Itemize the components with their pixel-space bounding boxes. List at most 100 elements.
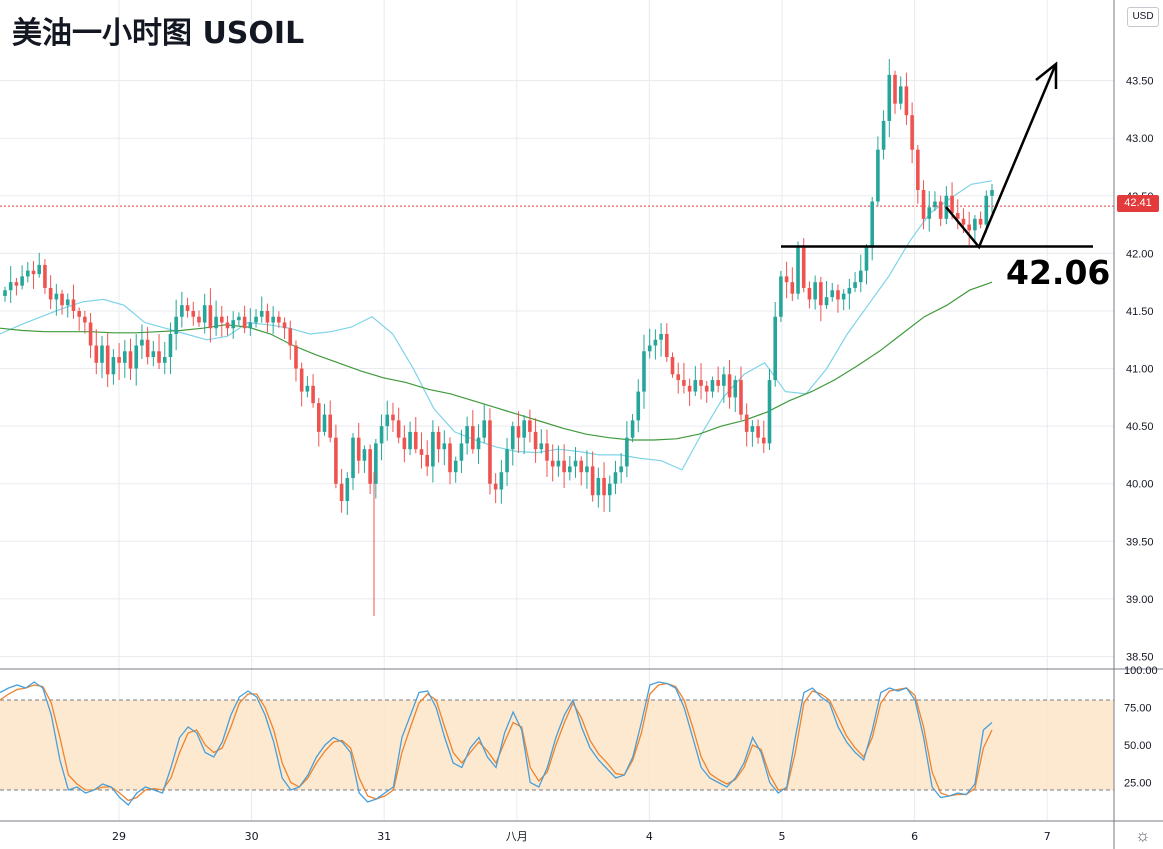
candle-body <box>265 310 270 323</box>
candle-body <box>14 282 19 286</box>
candle-body <box>642 351 646 392</box>
candle-body <box>990 190 994 196</box>
candle-body <box>693 380 698 392</box>
candle-body <box>545 443 549 461</box>
candle-body <box>140 339 144 346</box>
stoch-band-layer <box>0 699 1114 791</box>
candle-body <box>858 270 863 283</box>
candle-body <box>973 218 977 231</box>
candle-body <box>214 316 218 329</box>
candle-body <box>202 305 207 323</box>
osc-tick-label: 25.00 <box>1124 778 1152 790</box>
candle-body <box>602 477 606 496</box>
candle-body <box>767 380 772 444</box>
ma-fast-line <box>0 180 993 471</box>
candle-body <box>590 466 595 496</box>
candle-body <box>499 472 504 490</box>
projection-arrow <box>945 65 1057 250</box>
candle-body <box>65 299 70 306</box>
candle-body <box>687 385 692 392</box>
candle-body <box>921 190 926 219</box>
stoch-band <box>0 700 1114 790</box>
y-tick-label: 38.50 <box>1126 651 1154 663</box>
annotation-layer <box>781 61 1093 250</box>
candle-body <box>710 380 715 392</box>
candle-body <box>916 149 920 191</box>
candle-body <box>254 316 258 323</box>
candle-body <box>539 443 544 450</box>
candle-body <box>676 374 681 381</box>
x-tick-label: 4 <box>646 830 653 843</box>
candle-body <box>653 339 658 346</box>
candle-body <box>225 322 230 329</box>
candle-body <box>704 385 709 392</box>
candle-body <box>505 449 509 473</box>
candle-body <box>893 74 897 104</box>
candle-body <box>117 357 121 363</box>
candle-body <box>750 426 755 432</box>
candle-body <box>733 380 738 398</box>
y-tick-label: 39.00 <box>1126 594 1154 606</box>
stoch-k-line <box>0 681 993 806</box>
grid-layer <box>0 0 1114 820</box>
candle-body <box>528 420 532 432</box>
candle-body <box>967 224 971 231</box>
candle-body <box>322 414 327 432</box>
candle-body <box>48 287 53 300</box>
candle-body <box>8 282 13 291</box>
candle-body <box>277 316 281 323</box>
candle-body <box>910 115 914 150</box>
candle-body <box>248 322 253 329</box>
candle-body <box>647 345 652 352</box>
candle-body <box>596 477 601 496</box>
candle-body <box>385 414 390 427</box>
candle-body <box>242 316 247 329</box>
candle-body <box>836 290 840 300</box>
candle-body <box>123 351 127 363</box>
candle-body <box>830 290 835 298</box>
candle-body <box>3 290 7 296</box>
candle-body <box>784 276 789 283</box>
candle-body <box>482 420 487 438</box>
candle-body <box>773 316 778 381</box>
candle-body <box>54 293 59 300</box>
candle-body <box>562 460 566 473</box>
osc-tick-label: 75.00 <box>1124 703 1152 715</box>
candle-body <box>157 351 161 363</box>
candle-body <box>465 426 469 444</box>
candle-body <box>722 374 726 386</box>
candle-body <box>145 339 150 358</box>
moving-average-layer <box>0 180 1114 471</box>
candle-body <box>727 374 732 398</box>
candle-body <box>111 357 116 375</box>
candle-body <box>316 403 321 432</box>
candle-body <box>898 86 903 104</box>
gear-icon[interactable]: ☼ <box>1135 826 1151 845</box>
candle-body <box>334 437 338 484</box>
candle-body <box>100 345 104 363</box>
candle-body <box>619 466 623 473</box>
candle-body <box>716 380 720 386</box>
candle-body <box>533 431 538 450</box>
candle-body <box>636 391 641 421</box>
candle-body <box>431 431 435 467</box>
candle-body <box>933 201 937 208</box>
candle-body <box>60 293 64 306</box>
candle-body <box>185 305 190 311</box>
candles-layer <box>3 59 994 617</box>
candle-body <box>864 247 869 271</box>
candle-body <box>413 431 418 450</box>
candle-body <box>419 449 424 455</box>
currency-badge[interactable]: USD <box>1127 7 1159 27</box>
candle-body <box>453 460 458 473</box>
candle-body <box>231 320 236 329</box>
candle-body <box>824 297 829 306</box>
candle-body <box>374 443 378 484</box>
candle-body <box>408 431 412 450</box>
candle-body <box>174 316 178 334</box>
candle-body <box>779 276 783 317</box>
candle-body <box>761 437 766 444</box>
candle-body <box>870 201 874 248</box>
